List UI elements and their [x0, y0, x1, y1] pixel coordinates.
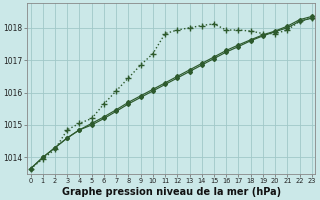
X-axis label: Graphe pression niveau de la mer (hPa): Graphe pression niveau de la mer (hPa) — [62, 187, 281, 197]
